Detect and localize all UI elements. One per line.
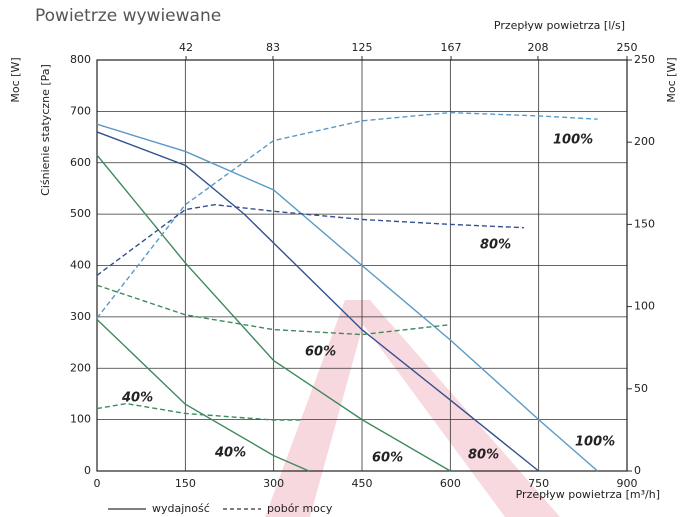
series-label: 60% xyxy=(372,451,403,466)
x-tick-label: 750 xyxy=(528,477,549,490)
y-tick-label: 0 xyxy=(84,464,91,477)
legend-label: pobór mocy xyxy=(267,502,333,515)
series-line xyxy=(96,318,310,472)
y-tick-label: 300 xyxy=(70,310,91,323)
series-label: 80% xyxy=(468,448,499,463)
series-label: 40% xyxy=(121,391,153,406)
series-line xyxy=(96,154,451,472)
series-line xyxy=(96,203,524,276)
series-label: 40% xyxy=(214,446,246,461)
y2-tick-label: 50 xyxy=(634,382,648,395)
x-tick-label: 900 xyxy=(617,477,638,490)
x-tick-label: 150 xyxy=(175,477,196,490)
chart-title: Powietrze wywiewane xyxy=(35,6,221,26)
series-label: 100% xyxy=(553,133,593,148)
legend-label: wydajność xyxy=(152,502,210,515)
y2-tick-label: 150 xyxy=(634,217,655,230)
x-axis-label: Przepływ powietrza [m³/h] xyxy=(516,488,660,501)
y-tick-label: 600 xyxy=(70,156,91,169)
y-tick-label: 700 xyxy=(70,104,91,117)
x-tick-label: 600 xyxy=(440,477,461,490)
series-line xyxy=(96,284,451,336)
x-tick-label: 0 xyxy=(94,477,101,490)
series-line xyxy=(96,402,304,421)
y2-tick-label: 100 xyxy=(634,300,655,313)
x-tick-label: 300 xyxy=(263,477,284,490)
y2-tick-label: 250 xyxy=(634,53,655,66)
x2-axis-label: Przepływ powietrza [l/s] xyxy=(494,19,625,32)
y-axis-outer-label: Moc [W] xyxy=(9,57,22,102)
y2-axis-label: Moc [W] xyxy=(665,57,678,102)
y-tick-label: 500 xyxy=(70,207,91,220)
x2-tick-label: 167 xyxy=(441,41,462,54)
plot-frame xyxy=(96,59,628,472)
watermark xyxy=(265,300,560,517)
watermark-shape xyxy=(345,300,560,517)
y2-tick-label: 0 xyxy=(634,464,641,477)
x2-tick-label: 42 xyxy=(179,41,193,54)
y-axis-label: Ciśnienie statyczne [Pa] xyxy=(39,64,52,196)
y-tick-label: 400 xyxy=(70,259,91,272)
series-label: 60% xyxy=(305,345,336,360)
series-label: 100% xyxy=(575,435,615,450)
x2-tick-label: 250 xyxy=(617,41,638,54)
y2-tick-label: 200 xyxy=(634,135,655,148)
y-tick-label: 800 xyxy=(70,53,91,66)
x2-tick-label: 83 xyxy=(266,41,280,54)
x2-tick-label: 208 xyxy=(527,41,548,54)
series-line xyxy=(96,131,540,472)
x2-tick-label: 125 xyxy=(352,41,373,54)
y-tick-label: 100 xyxy=(70,413,91,426)
series-line xyxy=(96,123,599,472)
series-label: 80% xyxy=(480,238,511,253)
y-tick-label: 200 xyxy=(70,361,91,374)
series-line xyxy=(96,111,598,319)
x-tick-label: 450 xyxy=(352,477,373,490)
